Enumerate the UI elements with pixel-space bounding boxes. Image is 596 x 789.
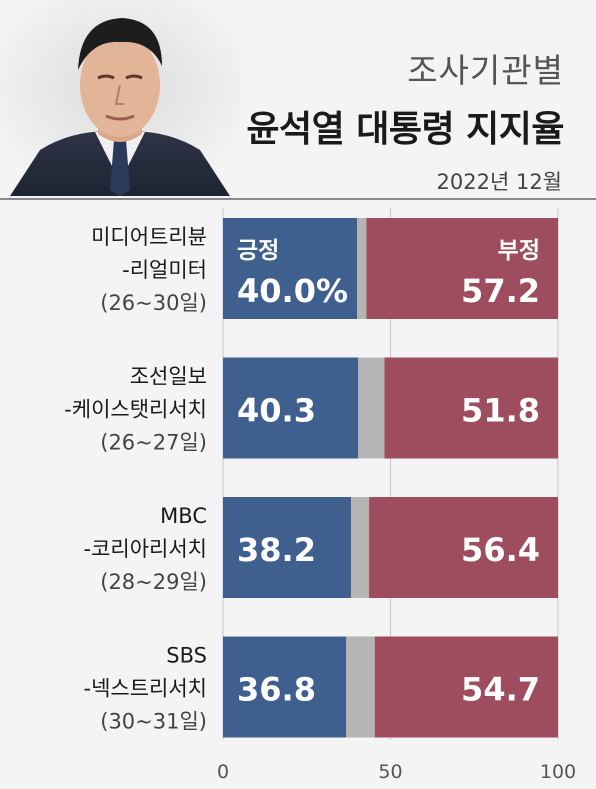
value-label-negative-3: 56.4: [461, 531, 540, 569]
bar-positive-4: [223, 636, 347, 738]
x-tick-0: 0: [217, 761, 229, 783]
bar-negative-3: [369, 497, 558, 598]
category-label-1-line-3: (26~30일): [100, 291, 207, 315]
bar-undecided-1: [357, 218, 367, 319]
bar-negative-4: [374, 636, 558, 738]
category-label-4-line-2: -넥스트리서치: [84, 677, 208, 701]
category-label-3-line-1: MBC: [160, 504, 207, 528]
x-tick-100: 100: [540, 761, 576, 783]
x-tick-50: 50: [378, 761, 402, 783]
category-label-1-line-1: 미디어트리뷴: [91, 225, 207, 249]
bar-undecided-2: [358, 357, 385, 459]
category-label-1-line-2: -리얼미터: [122, 258, 207, 282]
category-label-4-line-3: (30~31일): [100, 710, 207, 734]
value-label-positive-2: 40.3: [237, 392, 316, 430]
value-label-positive-1: 40.0%: [237, 272, 348, 310]
category-label-2-line-1: 조선일보: [130, 365, 207, 389]
president-portrait: [0, 0, 240, 196]
super-title: 조사기관별: [407, 51, 564, 90]
category-label-3-line-2: -코리아리서치: [84, 537, 208, 561]
category-label-2-line-2: -케이스탯리서치: [64, 398, 207, 422]
category-label-4-line-1: SBS: [166, 644, 207, 668]
value-label-negative-2: 51.8: [461, 392, 540, 430]
legend-positive: 긍정: [237, 238, 279, 264]
value-label-positive-3: 38.2: [237, 531, 316, 569]
bar-undecided-3: [350, 497, 370, 598]
header-divider: [0, 198, 596, 200]
bar-negative-1: [366, 218, 558, 319]
bar-negative-2: [384, 357, 558, 459]
value-label-positive-4: 36.8: [237, 671, 316, 709]
legend-negative: 부정: [498, 238, 540, 264]
value-label-negative-4: 54.7: [461, 671, 540, 709]
value-label-negative-1: 57.2: [461, 272, 540, 310]
bar-undecided-4: [346, 636, 375, 738]
bar-positive-1: [223, 218, 357, 319]
main-title: 윤석열 대통령 지지율: [246, 109, 564, 150]
survey-date: 2022년 12월: [436, 170, 562, 194]
header: 조사기관별 윤석열 대통령 지지율 2022년 12월: [0, 0, 596, 196]
category-label-2-line-3: (26~27일): [100, 431, 207, 455]
bar-positive-2: [223, 357, 359, 459]
bar-positive-3: [223, 497, 351, 598]
category-label-3-line-3: (28~29일): [100, 570, 207, 594]
